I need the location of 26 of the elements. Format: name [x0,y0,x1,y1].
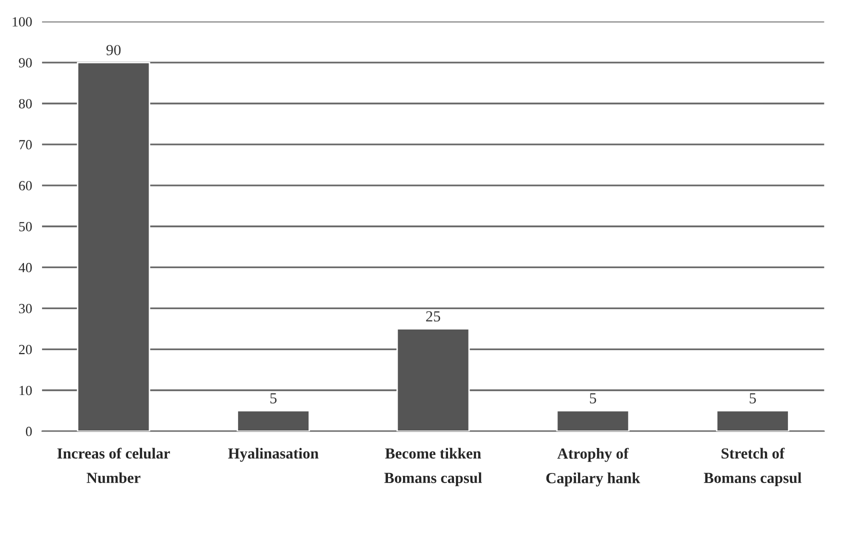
y-tick-label: 50 [19,222,32,232]
y-tick-label: 70 [19,140,32,150]
x-tick-label: Become tikken Bomans capsul [384,448,482,486]
data-label: 90 [106,44,121,56]
bar [396,328,470,432]
x-tick-label: Atrophy of Capilary hank [546,448,640,486]
data-label: 5 [750,393,756,404]
x-tick-label: Increas of celular Number [57,448,170,484]
y-tick-label: 80 [18,99,32,108]
x-tick-label: Stretch of Bomans capsul [704,448,802,486]
y-tick-label: 40 [18,262,32,272]
data-label: 25 [426,311,440,322]
bar [76,62,150,432]
y-tick-label: 30 [19,304,32,314]
x-tick-label: Hyalinasation [228,448,319,462]
y-tick-label: 20 [19,344,32,354]
bar [716,410,790,432]
bar [236,410,310,432]
bar [556,410,630,432]
data-label: 5 [590,393,596,404]
data-label: 5 [270,393,277,404]
y-tick-label: 10 [20,386,32,396]
y-tick-label: 0 [26,426,32,436]
y-tick-label: 90 [18,58,32,68]
y-tick-label: 60 [19,181,32,190]
y-tick-label: 100 [12,17,32,27]
